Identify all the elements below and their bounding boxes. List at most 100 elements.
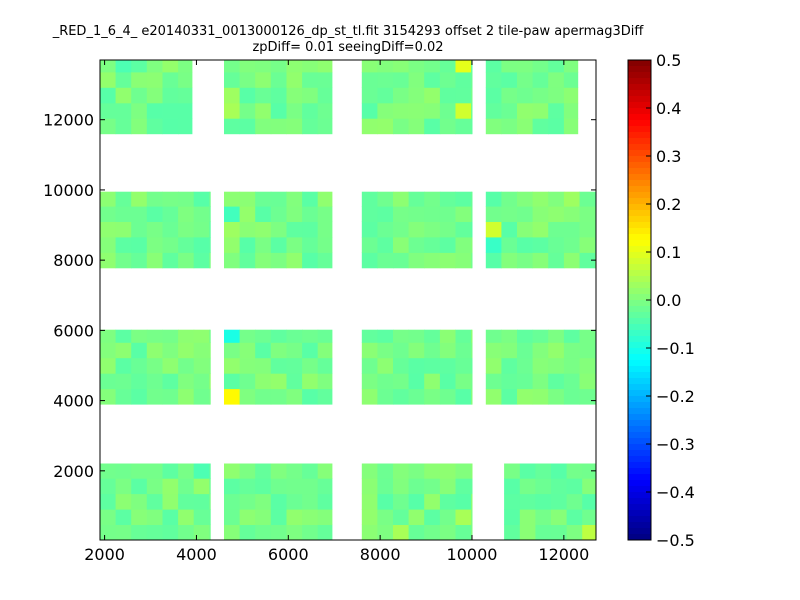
colorbar-segment — [628, 318, 651, 325]
heatmap-cell — [224, 60, 241, 73]
heatmap-cell — [302, 493, 319, 510]
heatmap-cell — [517, 329, 534, 343]
colorbar-segment — [628, 126, 651, 133]
heatmap-cell — [532, 237, 549, 253]
heatmap-cell — [193, 478, 210, 495]
heatmap-cell — [162, 524, 179, 541]
heatmap-cell — [548, 357, 565, 374]
heatmap-cell — [485, 329, 502, 343]
colorbar-segment — [628, 516, 651, 523]
heatmap-cell — [471, 252, 473, 269]
heatmap-cell — [162, 206, 179, 222]
heatmap-cell — [146, 71, 163, 88]
heatmap-cell — [563, 87, 579, 104]
heatmap-cell — [286, 463, 303, 479]
heatmap-cell — [115, 252, 132, 269]
heatmap-cell — [224, 221, 241, 238]
heatmap-cell — [485, 237, 502, 253]
heatmap-cell — [317, 463, 333, 479]
heatmap-cell — [501, 357, 518, 374]
heatmap-cell — [501, 373, 518, 390]
heatmap-cell — [485, 87, 502, 104]
heatmap-cell — [361, 252, 378, 269]
heatmap-cell — [455, 509, 472, 525]
heatmap-cell — [563, 221, 580, 238]
heatmap-cell — [424, 478, 441, 495]
heatmap-cell — [100, 342, 117, 359]
heatmap-cell — [377, 373, 394, 390]
heatmap-cell — [146, 478, 163, 495]
colorbar-segment — [628, 528, 651, 535]
heatmap-cell — [377, 206, 394, 222]
heatmap-cell — [146, 221, 163, 238]
colorbar-segment — [628, 114, 651, 121]
heatmap-cell — [209, 342, 211, 359]
heatmap-cell — [439, 463, 456, 479]
heatmap-cell — [424, 71, 441, 88]
heatmap-cell — [361, 221, 378, 238]
heatmap-cell — [178, 252, 195, 269]
heatmap-cell — [286, 493, 303, 510]
heatmap-cell — [455, 60, 472, 73]
heatmap-cell — [471, 373, 473, 390]
heatmap-cell — [424, 342, 441, 359]
heatmap-cell — [485, 357, 502, 374]
heatmap-cell — [424, 357, 441, 374]
heatmap-cell — [501, 206, 518, 222]
heatmap-cell — [424, 191, 441, 207]
colorbar-segment — [628, 396, 651, 403]
heatmap-cell — [361, 357, 378, 374]
colorbar-tick-label: −0.3 — [656, 435, 695, 454]
heatmap-cell — [239, 206, 256, 222]
heatmap-cell — [178, 524, 195, 541]
heatmap-cell — [100, 478, 117, 495]
heatmap-cell — [563, 342, 580, 359]
heatmap-cell — [146, 493, 163, 510]
colorbar-segment — [628, 258, 651, 265]
heatmap-cell — [548, 252, 565, 269]
heatmap-cell — [100, 463, 117, 479]
heatmap-cell — [563, 388, 580, 405]
heatmap-cell — [178, 60, 193, 73]
heatmap-cell — [224, 102, 241, 119]
heatmap-cell — [193, 329, 210, 343]
heatmap-cell — [270, 221, 287, 238]
colorbar-segment — [628, 138, 651, 145]
heatmap-cell — [146, 60, 163, 73]
heatmap-cell — [455, 221, 472, 238]
heatmap-cell — [146, 329, 163, 343]
heatmap-cell — [408, 237, 425, 253]
heatmap-cell — [377, 252, 394, 269]
heatmap-cell — [115, 102, 132, 119]
heatmap-cell — [517, 221, 534, 238]
heatmap-cell — [286, 71, 303, 88]
heatmap-cell — [255, 388, 272, 405]
heatmap-cell — [224, 118, 241, 135]
heatmap-cell — [439, 252, 456, 269]
heatmap-cell — [209, 373, 211, 390]
heatmap-cell — [286, 388, 303, 405]
heatmap-cell — [455, 357, 472, 374]
heatmap-cell — [501, 221, 518, 238]
colorbar-segment — [628, 168, 651, 175]
heatmap-cell — [579, 357, 596, 374]
heatmap-cell — [100, 118, 117, 135]
heatmap-cell — [286, 221, 303, 238]
heatmap-cell — [548, 71, 565, 88]
heatmap-cells — [100, 60, 597, 541]
colorbar-segment — [628, 348, 651, 355]
heatmap-cell — [255, 191, 272, 207]
colorbar-segment — [628, 234, 651, 241]
heatmap-cell — [551, 478, 568, 495]
heatmap-cell — [439, 221, 456, 238]
heatmap-cell — [377, 463, 394, 479]
colorbar-segment — [628, 480, 651, 487]
heatmap-cell — [270, 509, 287, 525]
heatmap-cell — [131, 478, 148, 495]
heatmap-cell — [455, 524, 472, 541]
heatmap-cell — [146, 357, 163, 374]
heatmap-cell — [393, 478, 410, 495]
heatmap-cell — [255, 478, 272, 495]
heatmap-cell — [162, 463, 179, 479]
heatmap-cell — [439, 102, 456, 119]
